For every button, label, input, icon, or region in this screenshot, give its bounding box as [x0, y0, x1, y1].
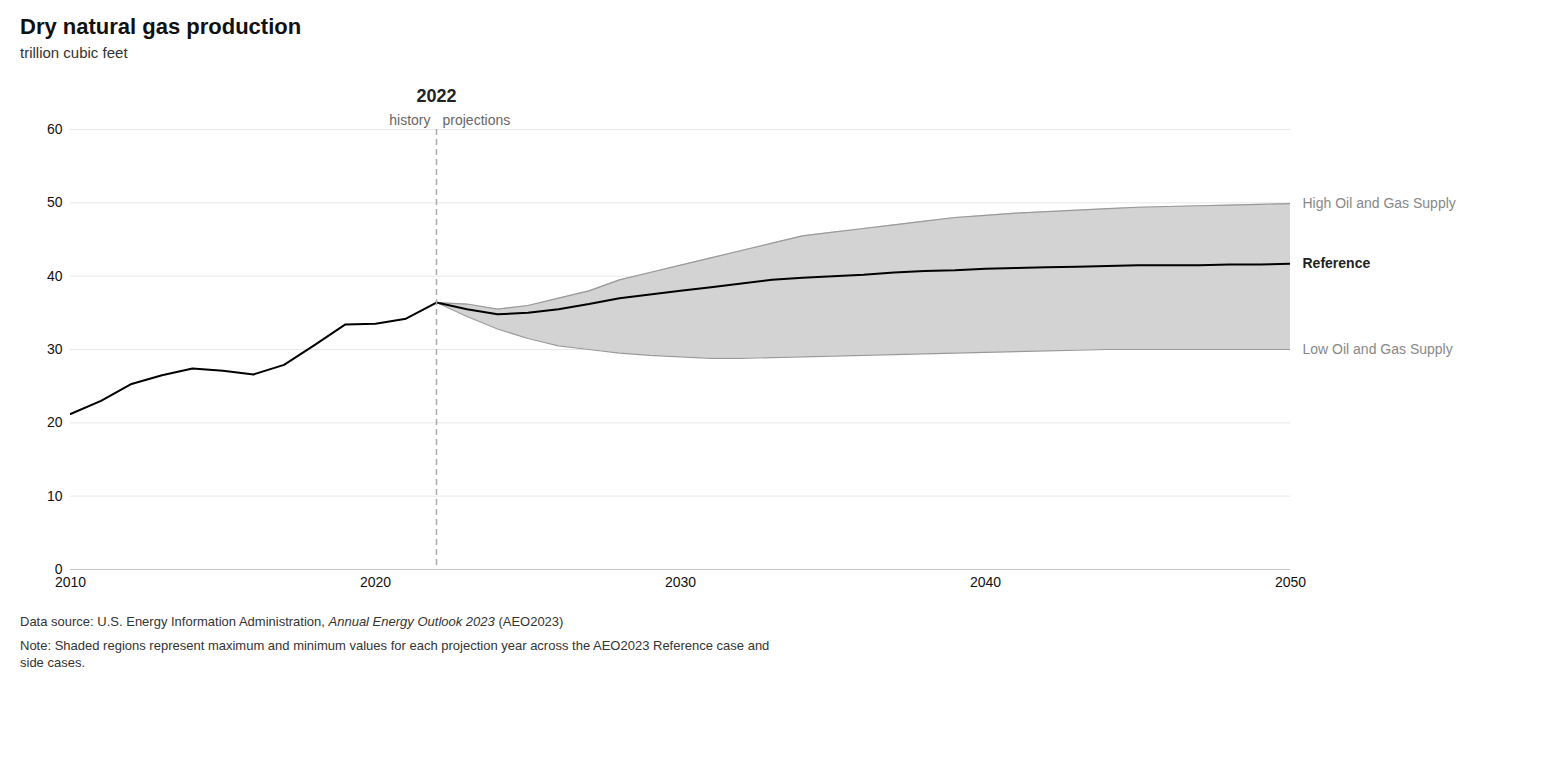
html-text:Note: Shaded regions represent: Note: Shaded regions represent maximum a…	[20, 637, 770, 671]
html-text:Dry natural gas production: Dry natural gas production	[20, 14, 302, 39]
svg-text:2010: 2010	[55, 574, 86, 590]
svg-text:30: 30	[47, 341, 63, 357]
html-text:trillion cubic feet: trillion cubic feet	[20, 44, 128, 61]
svg-text:0: 0	[54, 561, 63, 577]
svg-text:50: 50	[47, 194, 63, 210]
svg-text:2020: 2020	[360, 574, 391, 590]
svg-text:40: 40	[47, 268, 63, 284]
svg-text:2050: 2050	[1275, 574, 1306, 590]
svg-text:High Oil and Gas Supply: High Oil and Gas Supply	[1303, 195, 1456, 211]
svg-text:2022: 2022	[416, 86, 456, 106]
svg-text:60: 60	[47, 121, 63, 137]
svg-text:2030: 2030	[665, 574, 696, 590]
svg-text:2040: 2040	[970, 574, 1001, 590]
svg-text:10: 10	[47, 488, 63, 504]
svg-text:20: 20	[47, 414, 63, 430]
svg-text:Reference: Reference	[1303, 255, 1371, 271]
svg-text:projections: projections	[443, 112, 511, 128]
html-text:Data source: U.S. Energy Infor: Data source: U.S. Energy Information Adm…	[20, 614, 564, 629]
svg-text:history: history	[389, 112, 430, 128]
svg-text:Low Oil and Gas Supply: Low Oil and Gas Supply	[1303, 341, 1453, 357]
